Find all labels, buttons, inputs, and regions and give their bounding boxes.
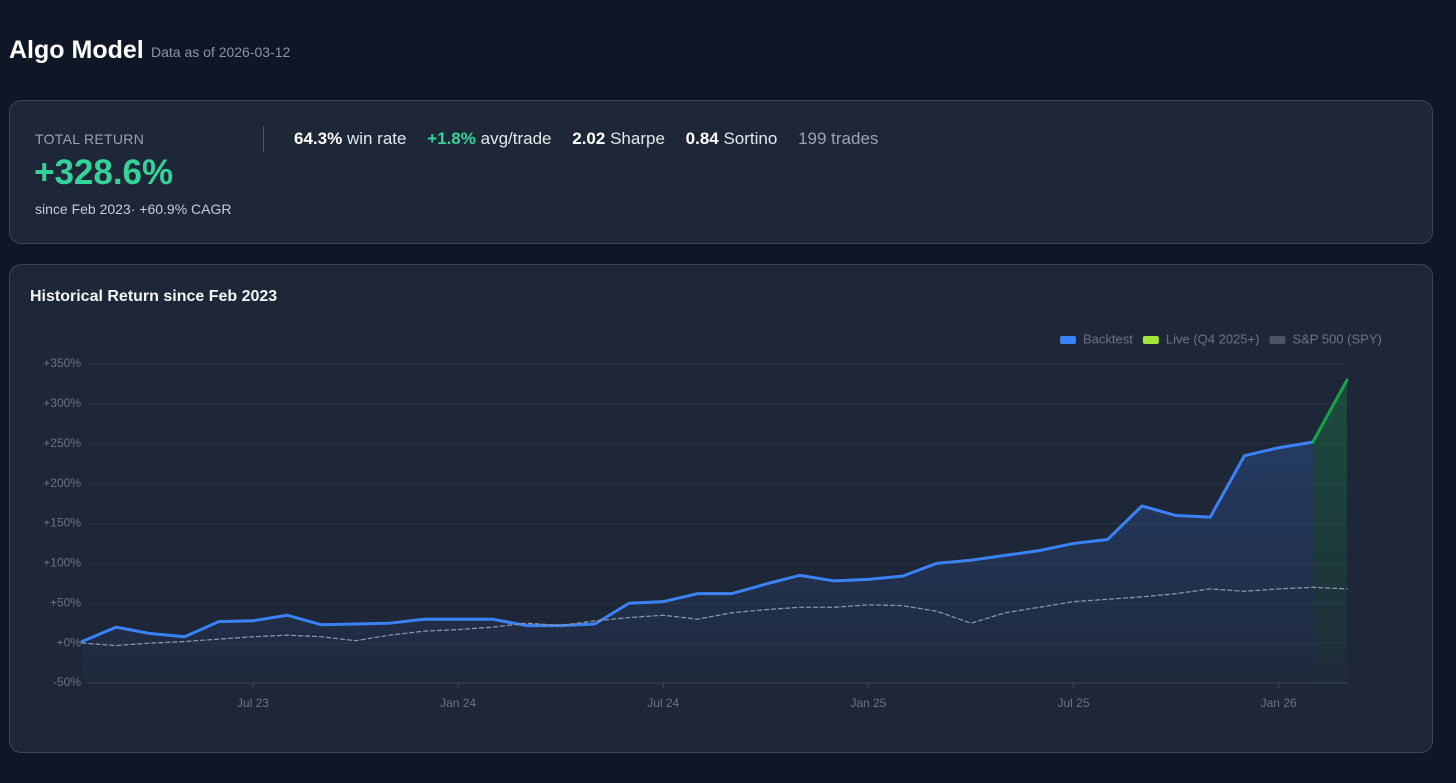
summary-note: since Feb 2023· +60.9% CAGR [35,201,232,217]
page-subtitle: Data as of 2026-03-12 [151,44,291,60]
stat-label: Sharpe [610,129,665,148]
legend-label: Backtest [1083,331,1133,346]
y-tick-label: +150% [43,516,81,530]
legend-label: Live (Q4 2025+) [1166,331,1260,346]
legend-swatch [1269,336,1286,344]
y-tick-label: +0% [57,635,82,649]
summary-value: +328.6% [34,153,174,192]
stat-label: 199 trades [798,129,879,148]
stat-label: win rate [346,129,407,148]
stat-value: 0.84 [685,129,719,148]
summary-card: TOTAL RETURN +328.6% since Feb 2023· +60… [9,100,1433,244]
x-tick-label: Jan 24 [440,696,476,710]
y-tick-label: -50% [53,675,81,689]
stat-value: 2.02 [572,129,606,148]
y-tick-label: +250% [43,436,81,450]
stat: 64.3% win rate [294,129,406,148]
y-tick-label: +350% [43,356,81,370]
stat-label: Sortino [723,129,778,148]
page-title: Algo Model [9,36,144,64]
area [82,442,1313,683]
y-tick-label: +100% [43,556,81,570]
stat: 0.84 Sortino [686,129,778,148]
line [81,586,1348,647]
stats: 64.3% win rate +1.8% avg/trade 2.02 Shar… [294,129,894,149]
line [80,440,1315,644]
y-tick-label: +300% [43,396,81,410]
legend-label: S&P 500 (SPY) [1292,331,1381,346]
stat-label: avg/trade [480,129,552,148]
y-tick-label: +50% [50,595,81,609]
separator [263,126,264,152]
legend-swatch [1142,336,1159,344]
x-tick-label: Jul 25 [1057,696,1089,710]
line [1311,378,1349,444]
chart-title: Historical Return since Feb 2023 [30,288,277,305]
summary-label: TOTAL RETURN [35,131,145,147]
stat: +1.8% avg/trade [427,129,551,148]
y-tick-label: +200% [43,476,81,490]
area [1312,379,1347,683]
x-tick-label: Jul 24 [647,696,679,710]
stat-value: 64.3% [294,129,343,148]
x-tick-label: Jan 25 [850,696,886,710]
legend-swatch [1060,336,1076,344]
stat-value: +1.8% [427,129,476,148]
x-tick-label: Jul 23 [237,696,269,710]
stat: 2.02 Sharpe [572,129,665,148]
x-tick-label: Jan 26 [1261,696,1297,710]
